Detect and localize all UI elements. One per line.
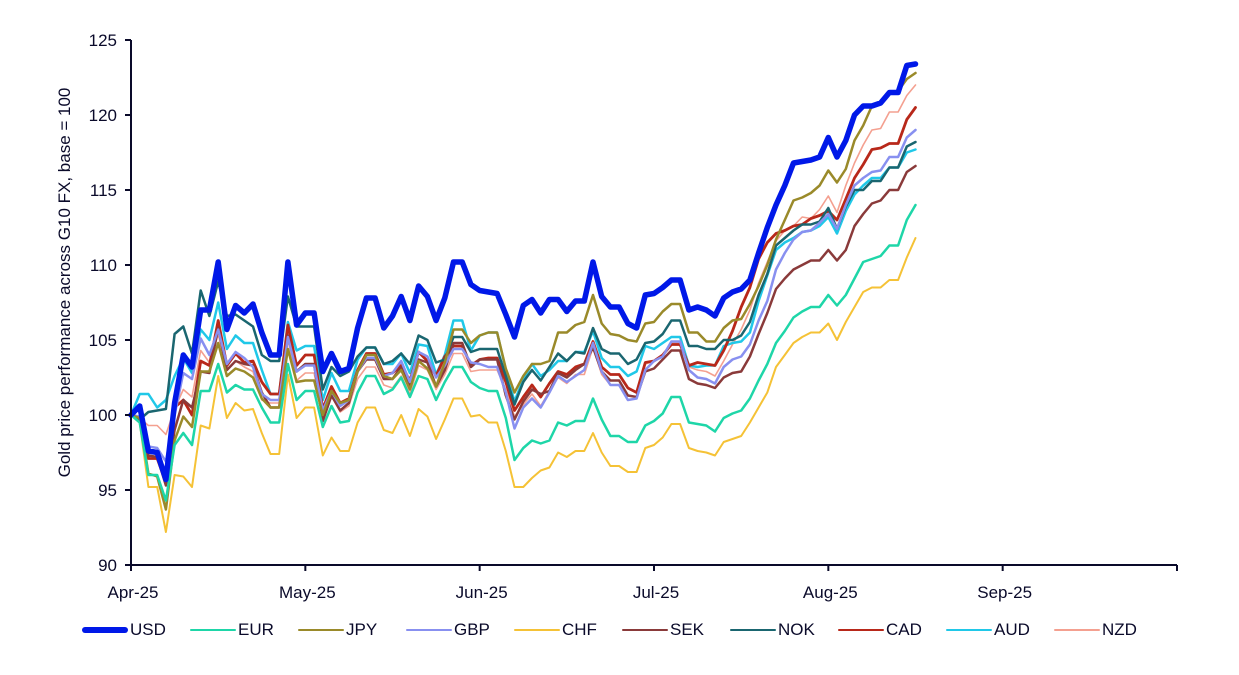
legend-item-gbp: GBP — [406, 620, 514, 640]
y-ticks: 90 95 100 105 110 115 120 125 — [89, 31, 131, 575]
series-line-aud — [129, 148, 917, 417]
legend-item-jpy: JPY — [298, 620, 406, 640]
legend-label: USD — [130, 620, 166, 639]
legend-swatch — [514, 629, 560, 631]
x-tick-label: Sep-25 — [977, 583, 1032, 602]
legend-swatch — [82, 627, 128, 633]
legend-swatch — [622, 628, 668, 632]
legend-item-eur: EUR — [190, 620, 298, 640]
legend-swatch — [838, 628, 884, 632]
legend-swatch — [406, 628, 452, 632]
legend-item-usd: USD — [82, 620, 190, 640]
series-line-usd — [128, 61, 919, 483]
series-line-cad — [129, 106, 917, 484]
series-line-sek — [129, 164, 917, 487]
legend-label: AUD — [994, 620, 1030, 639]
legend-label: JPY — [346, 620, 378, 639]
legend-swatch — [730, 628, 776, 632]
legend-item-sek: SEK — [622, 620, 730, 640]
legend-label: EUR — [238, 620, 274, 639]
series-layer — [128, 61, 919, 533]
y-axis-title: Gold price performance across G10 FX, ba… — [55, 88, 74, 478]
series-line-chf — [130, 237, 917, 533]
x-tick-label: Jul-25 — [633, 583, 679, 602]
y-tick-label: 95 — [98, 481, 117, 500]
x-tick-label: May-25 — [279, 583, 336, 602]
y-tick-label: 100 — [89, 406, 117, 425]
legend-swatch — [298, 628, 344, 632]
series-line-gbp — [129, 128, 917, 463]
y-tick-label: 125 — [89, 31, 117, 50]
series-line-eur — [129, 203, 917, 502]
legend-item-nzd: NZD — [1054, 620, 1162, 640]
legend-label: NZD — [1102, 620, 1137, 639]
legend-label: CAD — [886, 620, 922, 639]
x-tick-label: Aug-25 — [803, 583, 858, 602]
legend-item-cad: CAD — [838, 620, 946, 640]
legend-swatch — [1054, 629, 1100, 631]
legend-swatch — [190, 628, 236, 632]
y-tick-label: 90 — [98, 556, 117, 575]
series-line-jpy — [129, 71, 917, 511]
legend-label: CHF — [562, 620, 597, 639]
legend-label: NOK — [778, 620, 815, 639]
legend-label: GBP — [454, 620, 490, 639]
legend-item-aud: AUD — [946, 620, 1054, 640]
x-tick-label: Apr-25 — [107, 583, 158, 602]
series-line-nok — [129, 140, 917, 421]
y-tick-label: 110 — [90, 256, 117, 275]
y-tick-label: 105 — [89, 331, 117, 350]
legend-swatch — [946, 628, 992, 632]
legend: USD EUR JPY GBP CHF SEK NOK CAD AUD NZD — [82, 620, 1162, 640]
x-tick-label: Jun-25 — [456, 583, 508, 602]
legend-label: SEK — [670, 620, 705, 639]
x-ticks: Apr-25 May-25 Jun-25 Jul-25 Aug-25 Sep-25 — [107, 565, 1178, 602]
legend-item-nok: NOK — [730, 620, 838, 640]
y-tick-label: 115 — [90, 181, 117, 200]
legend-item-chf: CHF — [514, 620, 622, 640]
y-tick-label: 120 — [89, 106, 117, 125]
